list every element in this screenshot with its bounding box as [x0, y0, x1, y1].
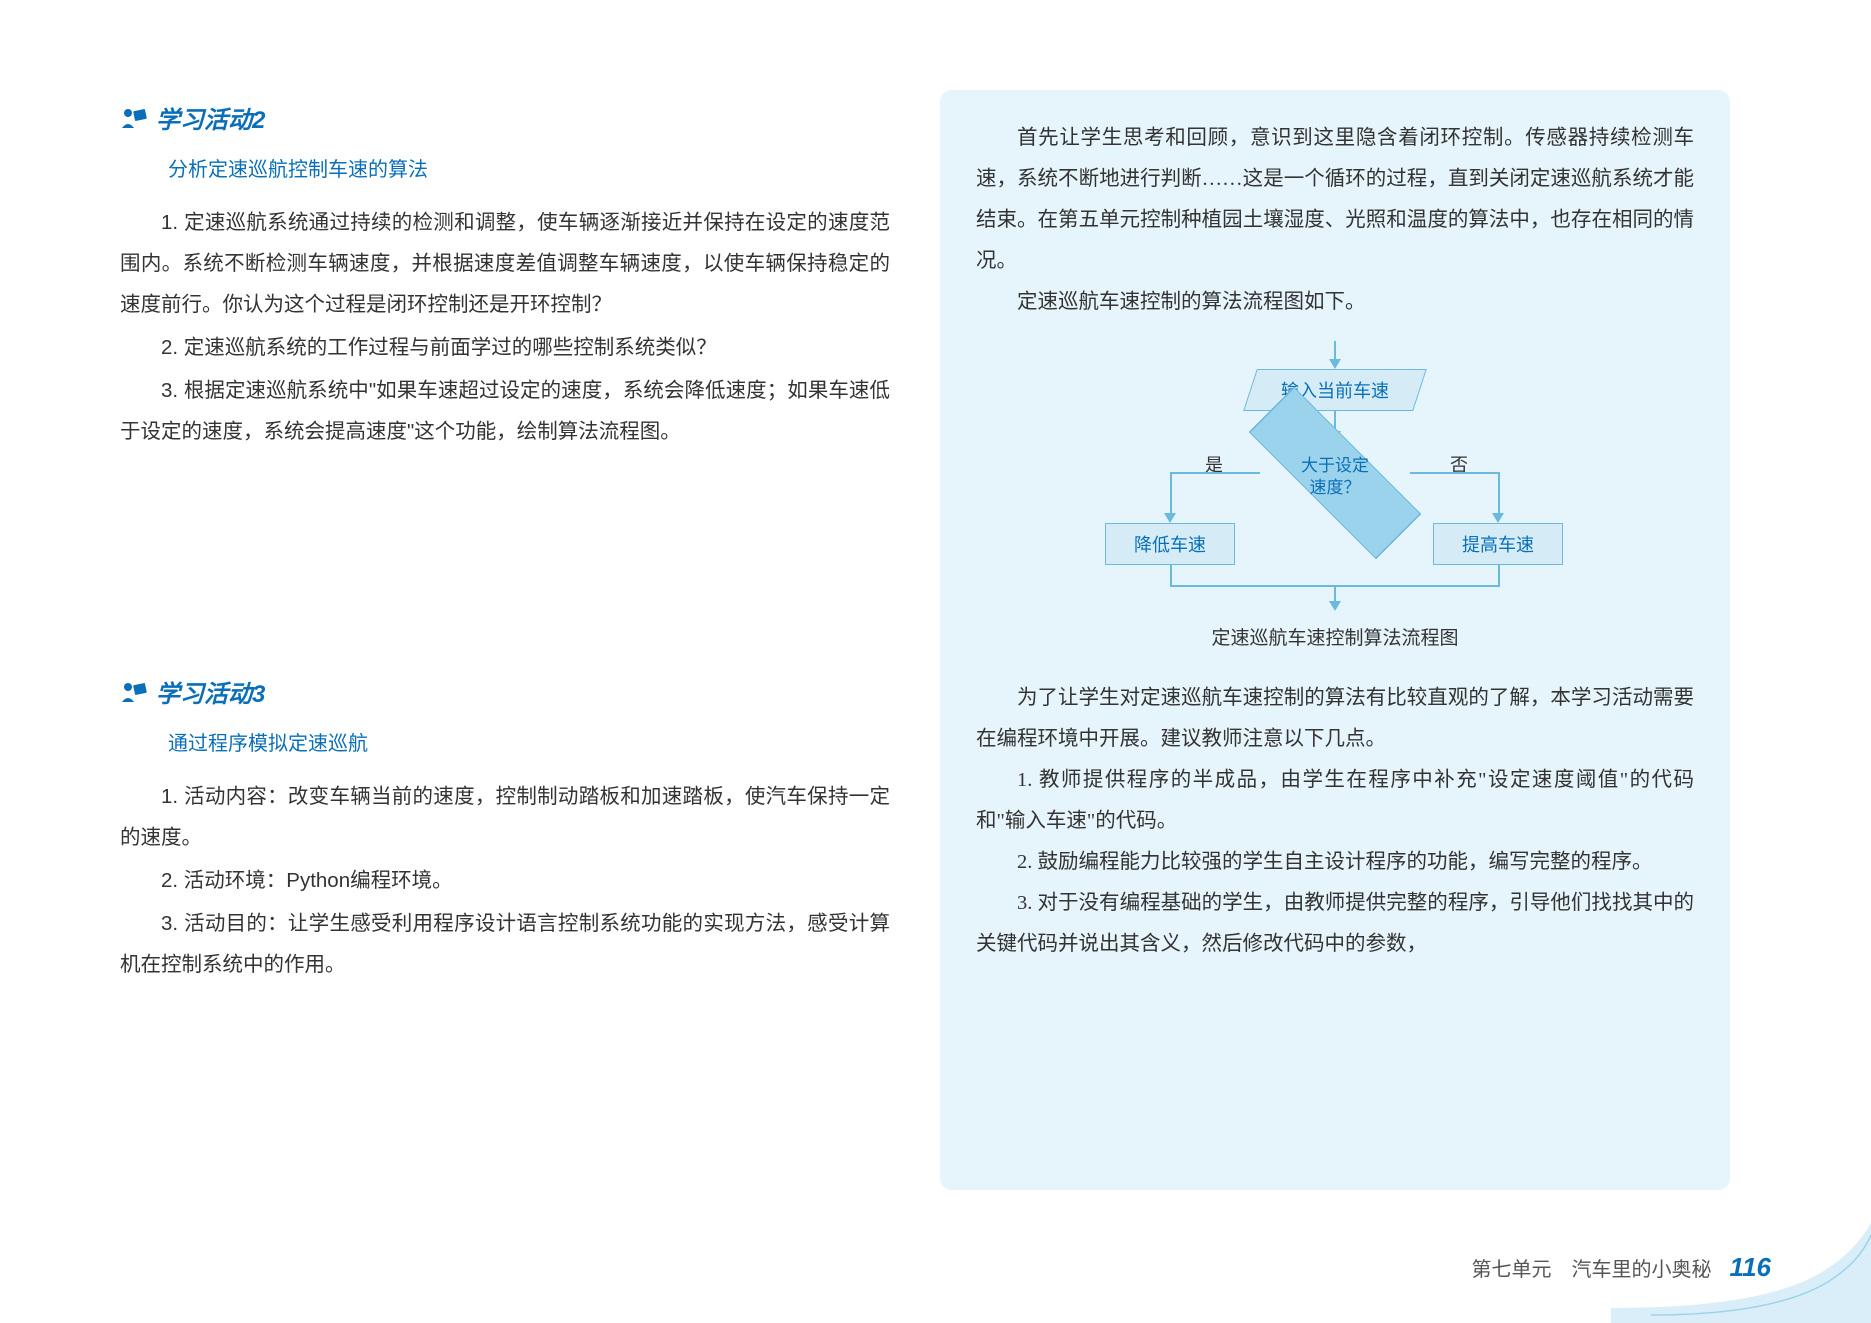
flow-arrow [1170, 472, 1260, 474]
flow-arrow [1170, 472, 1172, 516]
activity2-p1: 1. 定速巡航系统通过持续的检测和调整，使车辆逐渐接近并保持在设定的速度范围内。… [120, 202, 890, 325]
activity2-title: 学习活动2 [156, 100, 265, 135]
footer-unit: 第七单元 汽车里的小奥秘 [1472, 1253, 1712, 1282]
activity3-header: 学习活动3 [120, 674, 890, 709]
activity2-p2: 2. 定速巡航系统的工作过程与前面学过的哪些控制系统类似？ [120, 327, 890, 368]
arrow-head-icon [1329, 601, 1341, 611]
left-column: 学习活动2 分析定速巡航控制车速的算法 1. 定速巡航系统通过持续的检测和调整，… [120, 90, 890, 1190]
arrow-head-icon [1329, 359, 1341, 369]
activity2-header: 学习活动2 [120, 100, 890, 135]
flowchart-decision-label: 大于设定 速度？ [1265, 455, 1405, 499]
flowchart-raise-label: 提高车速 [1462, 531, 1534, 557]
right-intro2: 定速巡航车速控制的算法流程图如下。 [976, 282, 1694, 323]
right-p2: 1. 教师提供程序的半成品，由学生在程序中补充"设定速度阈值"的代码和"输入车速… [976, 760, 1694, 842]
right-sidebar: 首先让学生思考和回顾，意识到这里隐含着闭环控制。传感器持续检测车速，系统不断地进… [940, 90, 1730, 1190]
right-p3: 2. 鼓励编程能力比较强的学生自主设计程序的功能，编写完整的程序。 [976, 842, 1694, 883]
person-book-icon [120, 106, 148, 130]
page-footer: 第七单元 汽车里的小奥秘 116 [1472, 1252, 1771, 1283]
flowchart-raise-node: 提高车速 [1433, 523, 1563, 565]
flowchart: 输入当前车速 大于设定 速度？ 是 否 降低车速 [1075, 341, 1595, 611]
flow-arrow [1410, 472, 1500, 474]
flowchart-lower-label: 降低车速 [1134, 531, 1206, 557]
arrow-head-icon [1164, 513, 1176, 523]
activity3-subtitle: 通过程序模拟定速巡航 [168, 727, 890, 756]
activity2-p3: 3. 根据定速巡航系统中"如果车速超过设定的速度，系统会降低速度；如果车速低于设… [120, 370, 890, 452]
flow-arrow [1334, 341, 1336, 361]
activity3-p1: 1. 活动内容：改变车辆当前的速度，控制制动踏板和加速踏板，使汽车保持一定的速度… [120, 776, 890, 858]
activity2-subtitle: 分析定速巡航控制车速的算法 [168, 153, 890, 182]
flowchart-caption: 定速巡航车速控制算法流程图 [976, 623, 1694, 650]
flow-arrow [1498, 472, 1500, 516]
page-number: 116 [1730, 1252, 1771, 1283]
activity3-title: 学习活动3 [156, 674, 265, 709]
right-p1: 为了让学生对定速巡航车速控制的算法有比较直观的了解，本学习活动需要在编程环境中开… [976, 678, 1694, 760]
arrow-head-icon [1492, 513, 1504, 523]
activity3-p2: 2. 活动环境：Python编程环境。 [120, 860, 890, 901]
activity3-p3: 3. 活动目的：让学生感受利用程序设计语言控制系统功能的实现方法，感受计算机在控… [120, 903, 890, 985]
person-book-icon [120, 680, 148, 704]
right-p4: 3. 对于没有编程基础的学生，由教师提供完整的程序，引导他们找找其中的关键代码并… [976, 883, 1694, 965]
flow-arrow [1170, 565, 1172, 585]
right-intro1: 首先让学生思考和回顾，意识到这里隐含着闭环控制。传感器持续检测车速，系统不断地进… [976, 118, 1694, 282]
flow-arrow [1498, 565, 1500, 585]
flowchart-lower-node: 降低车速 [1105, 523, 1235, 565]
flowchart-input-node: 输入当前车速 [1243, 369, 1427, 411]
